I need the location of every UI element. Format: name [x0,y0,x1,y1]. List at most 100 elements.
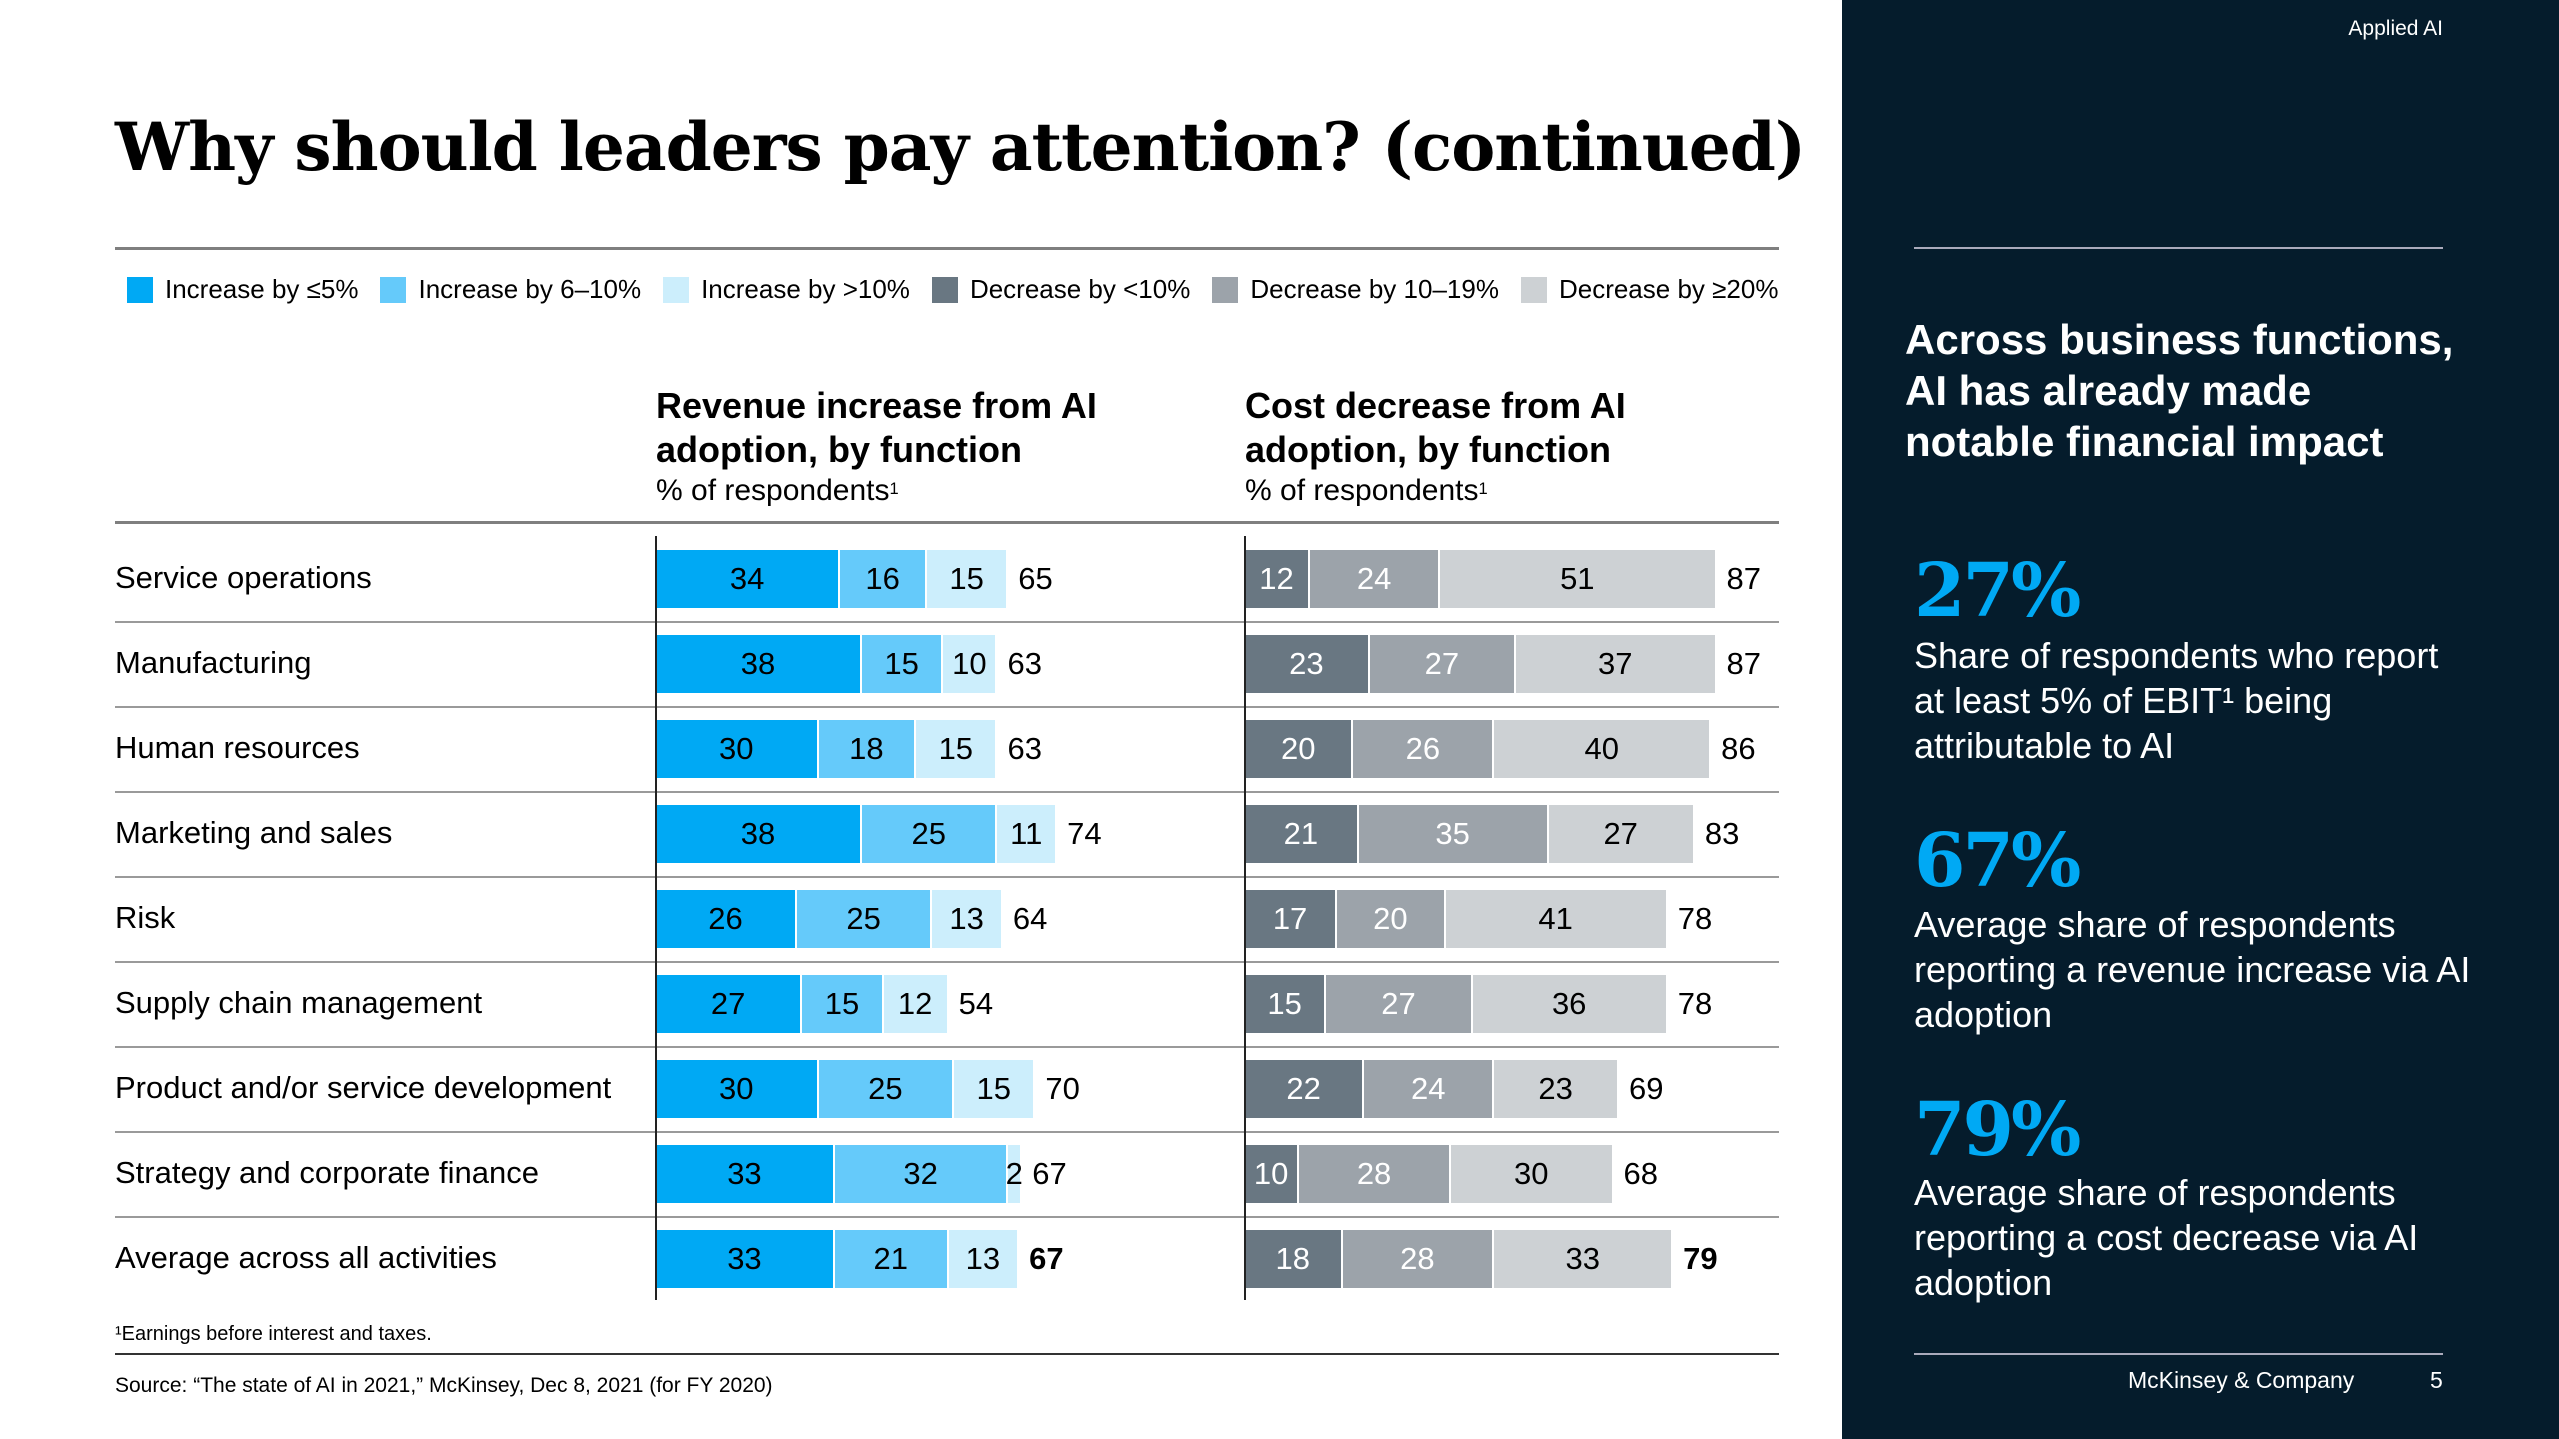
cost-bar-segment: 24 [1364,1060,1495,1118]
cost-bar-segment: 28 [1342,1230,1495,1288]
revenue-bar-segment: 26 [656,890,797,948]
row-label: Supply chain management [115,985,483,1020]
cost-bar-segment: 51 [1440,550,1717,608]
revenue-segment-label: 2 [1005,1156,1023,1191]
cost-segment-label: 15 [1267,986,1302,1021]
cost-bar-segment: 17 [1245,890,1338,948]
revenue-bar-segment: 33 [656,1145,835,1203]
revenue-segment-label: 15 [938,731,974,766]
stat-value: 79% [1914,1087,2081,1173]
revenue-segment-label: 11 [1010,816,1043,851]
brand-name: McKinsey & Company [2128,1367,2355,1393]
legend-item: Increase by ≤5% [127,274,358,305]
cost-segment-label: 17 [1272,901,1308,936]
cost-total-label: 68 [1623,1156,1659,1191]
footnote: ¹Earnings before interest and taxes. [115,1323,432,1345]
cost-segment-label: 21 [1283,816,1319,851]
revenue-segment-label: 13 [965,1241,1001,1276]
cost-bar-segment: 28 [1299,1145,1451,1203]
page-number: 5 [2430,1367,2443,1393]
cost-segment-label: 27 [1603,816,1638,851]
cost-bar-segment: 33 [1494,1230,1674,1288]
revenue-chart-header: Revenue increase from AI adoption, by fu… [656,384,1176,510]
title-divider [115,247,1779,250]
cost-bar-segment: 35 [1358,805,1549,863]
revenue-total-label: 74 [1067,816,1102,851]
stat-text: Average share of respondents reporting a… [1914,1172,2419,1303]
revenue-segment-label: 33 [727,1241,762,1276]
cost-bar-segment: 27 [1369,635,1516,693]
cost-bar-segment: 12 [1245,550,1311,608]
revenue-bar-segment: 38 [656,805,862,863]
cost-bar-segment: 22 [1245,1060,1365,1118]
cost-segment-label: 23 [1538,1071,1573,1106]
row-label: Service operations [115,560,372,595]
cost-total-label: 69 [1628,1071,1664,1106]
legend-item: Increase by 6–10% [380,274,641,305]
legend-swatch [1520,276,1547,303]
cost-segment-label: 27 [1381,986,1416,1021]
cost-bar-segment: 36 [1472,975,1668,1033]
revenue-total-label: 67 [1032,1156,1067,1191]
cost-segment-label: 24 [1411,1071,1446,1106]
cost-bar-segment: 26 [1353,720,1495,778]
cost-bar-segment: 37 [1516,635,1717,693]
footer-divider [115,1353,1779,1355]
revenue-segment-label: 38 [740,816,776,851]
revenue-bar-segment: 33 [656,1230,835,1288]
legend-label: Decrease by ≥20% [1558,274,1779,304]
revenue-segment-label: 15 [976,1071,1011,1106]
revenue-segment-label: 15 [884,646,919,681]
cost-segment-label: 40 [1584,731,1619,766]
legend-swatch [663,276,690,303]
panel-divider [1914,247,2443,249]
cost-segment-label: 33 [1565,1241,1600,1276]
row-label: Average across all activities [115,1240,497,1275]
cost-bar-segment: 23 [1494,1060,1619,1118]
revenue-bar-segment: 15 [954,1060,1036,1118]
legend-item: Decrease by ≥20% [1520,274,1779,305]
row-label: Manufacturing [115,645,312,680]
cost-segment-label: 36 [1551,986,1587,1021]
row-divider [115,876,1779,878]
revenue-segment-label: 13 [949,901,984,936]
revenue-total-label: 67 [1029,1241,1064,1276]
revenue-bar-segment: 16 [840,550,927,608]
row-divider [115,706,1779,708]
cost-bar-segment: 15 [1245,975,1327,1033]
legend-swatch [380,276,407,303]
revenue-segment-label: 10 [952,646,987,681]
revenue-segment-label: 30 [719,731,754,766]
row-label: Product and/or service development [115,1070,612,1105]
revenue-bar-segment: 2 [1005,1145,1023,1203]
cost-total-label: 87 [1726,561,1762,596]
cost-axis [1244,536,1246,1300]
revenue-segment-label: 16 [865,561,900,596]
revenue-segment-label: 26 [708,901,743,936]
stat-text: Average share of respondents reporting a… [1914,904,2471,1035]
revenue-segment-label: 15 [824,986,860,1021]
row-divider [115,1046,1779,1048]
revenue-segment-label: 15 [949,561,984,596]
revenue-segment-label: 25 [911,816,946,851]
revenue-bar-segment: 34 [656,550,841,608]
revenue-segment-label: 27 [710,986,746,1021]
revenue-segment-label: 30 [719,1071,754,1106]
panel-heading: Across business functions, AI has alread… [1905,316,2454,465]
revenue-bar-segment: 21 [834,1230,949,1288]
legend-item: Decrease by <10% [931,274,1190,305]
stat-text: Share of respondents who report at least… [1914,635,2439,766]
revenue-bar-segment: 25 [796,890,933,948]
row-label: Marketing and sales [115,815,393,850]
cost-bar-segment: 27 [1326,975,1473,1033]
cost-bar-segment: 24 [1310,550,1441,608]
revenue-bar-segment: 30 [656,1060,819,1118]
cost-bar-segment: 40 [1494,720,1712,778]
revenue-total-label: 63 [1007,731,1042,766]
stat-value: 67% [1914,818,2081,904]
cost-segment-label: 22 [1286,1071,1321,1106]
revenue-bar-segment: 32 [834,1145,1009,1203]
cost-total-label: 83 [1704,816,1740,851]
legend-item: Increase by >10% [663,274,910,305]
revenue-bar-segment: 13 [932,890,1003,948]
